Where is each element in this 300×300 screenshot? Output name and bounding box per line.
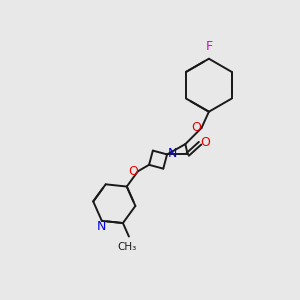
Text: O: O	[192, 121, 202, 134]
Text: O: O	[128, 165, 138, 178]
Text: N: N	[97, 220, 106, 233]
Text: F: F	[205, 40, 212, 53]
Text: CH₃: CH₃	[117, 242, 136, 252]
Text: N: N	[167, 147, 177, 160]
Text: O: O	[200, 136, 210, 148]
